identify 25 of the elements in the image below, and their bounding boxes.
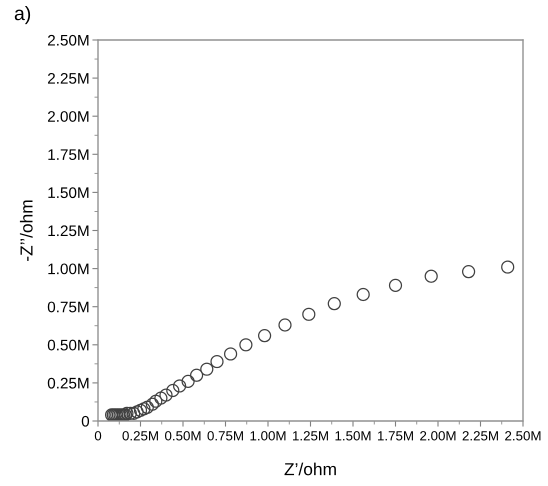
chart-title: a) — [14, 6, 30, 24]
y-tick-label: 2.00M — [48, 111, 88, 122]
x-tick-label: 0.75M — [207, 431, 243, 441]
x-tick-label: 1.50M — [335, 431, 370, 441]
x-tick-label: 0.25M — [122, 431, 158, 441]
y-tick-label: 1.00M — [48, 263, 88, 274]
x-tick-label: 0 — [94, 431, 102, 441]
x-tick-label: 2.50M — [505, 431, 540, 441]
y-tick-label: 1.50M — [48, 187, 88, 198]
y-tick-label: 1.25M — [48, 225, 88, 236]
x-tick-label: 2.25M — [462, 431, 498, 441]
y-tick-label: 2.25M — [48, 72, 88, 84]
y-tick-label: 0.75M — [48, 302, 88, 312]
x-tick-label: 0.50M — [164, 431, 200, 441]
x-tick-label: 1.25M — [292, 431, 328, 441]
x-axis-title: Z’/ohm — [284, 462, 336, 476]
y-tick-label: 0.25M — [48, 378, 88, 389]
x-tick-label: 2.00M — [420, 431, 456, 441]
y-tick-label: 0.50M — [48, 340, 88, 350]
x-tick-label: 1.00M — [250, 431, 286, 441]
y-tick-label: 0 — [82, 416, 90, 427]
x-tick-label: 1.75M — [378, 431, 413, 441]
y-tick-label: 2.50M — [48, 34, 88, 46]
y-axis-title: -Z’’/ohm — [20, 200, 33, 261]
y-tick-label: 1.75M — [48, 149, 88, 160]
